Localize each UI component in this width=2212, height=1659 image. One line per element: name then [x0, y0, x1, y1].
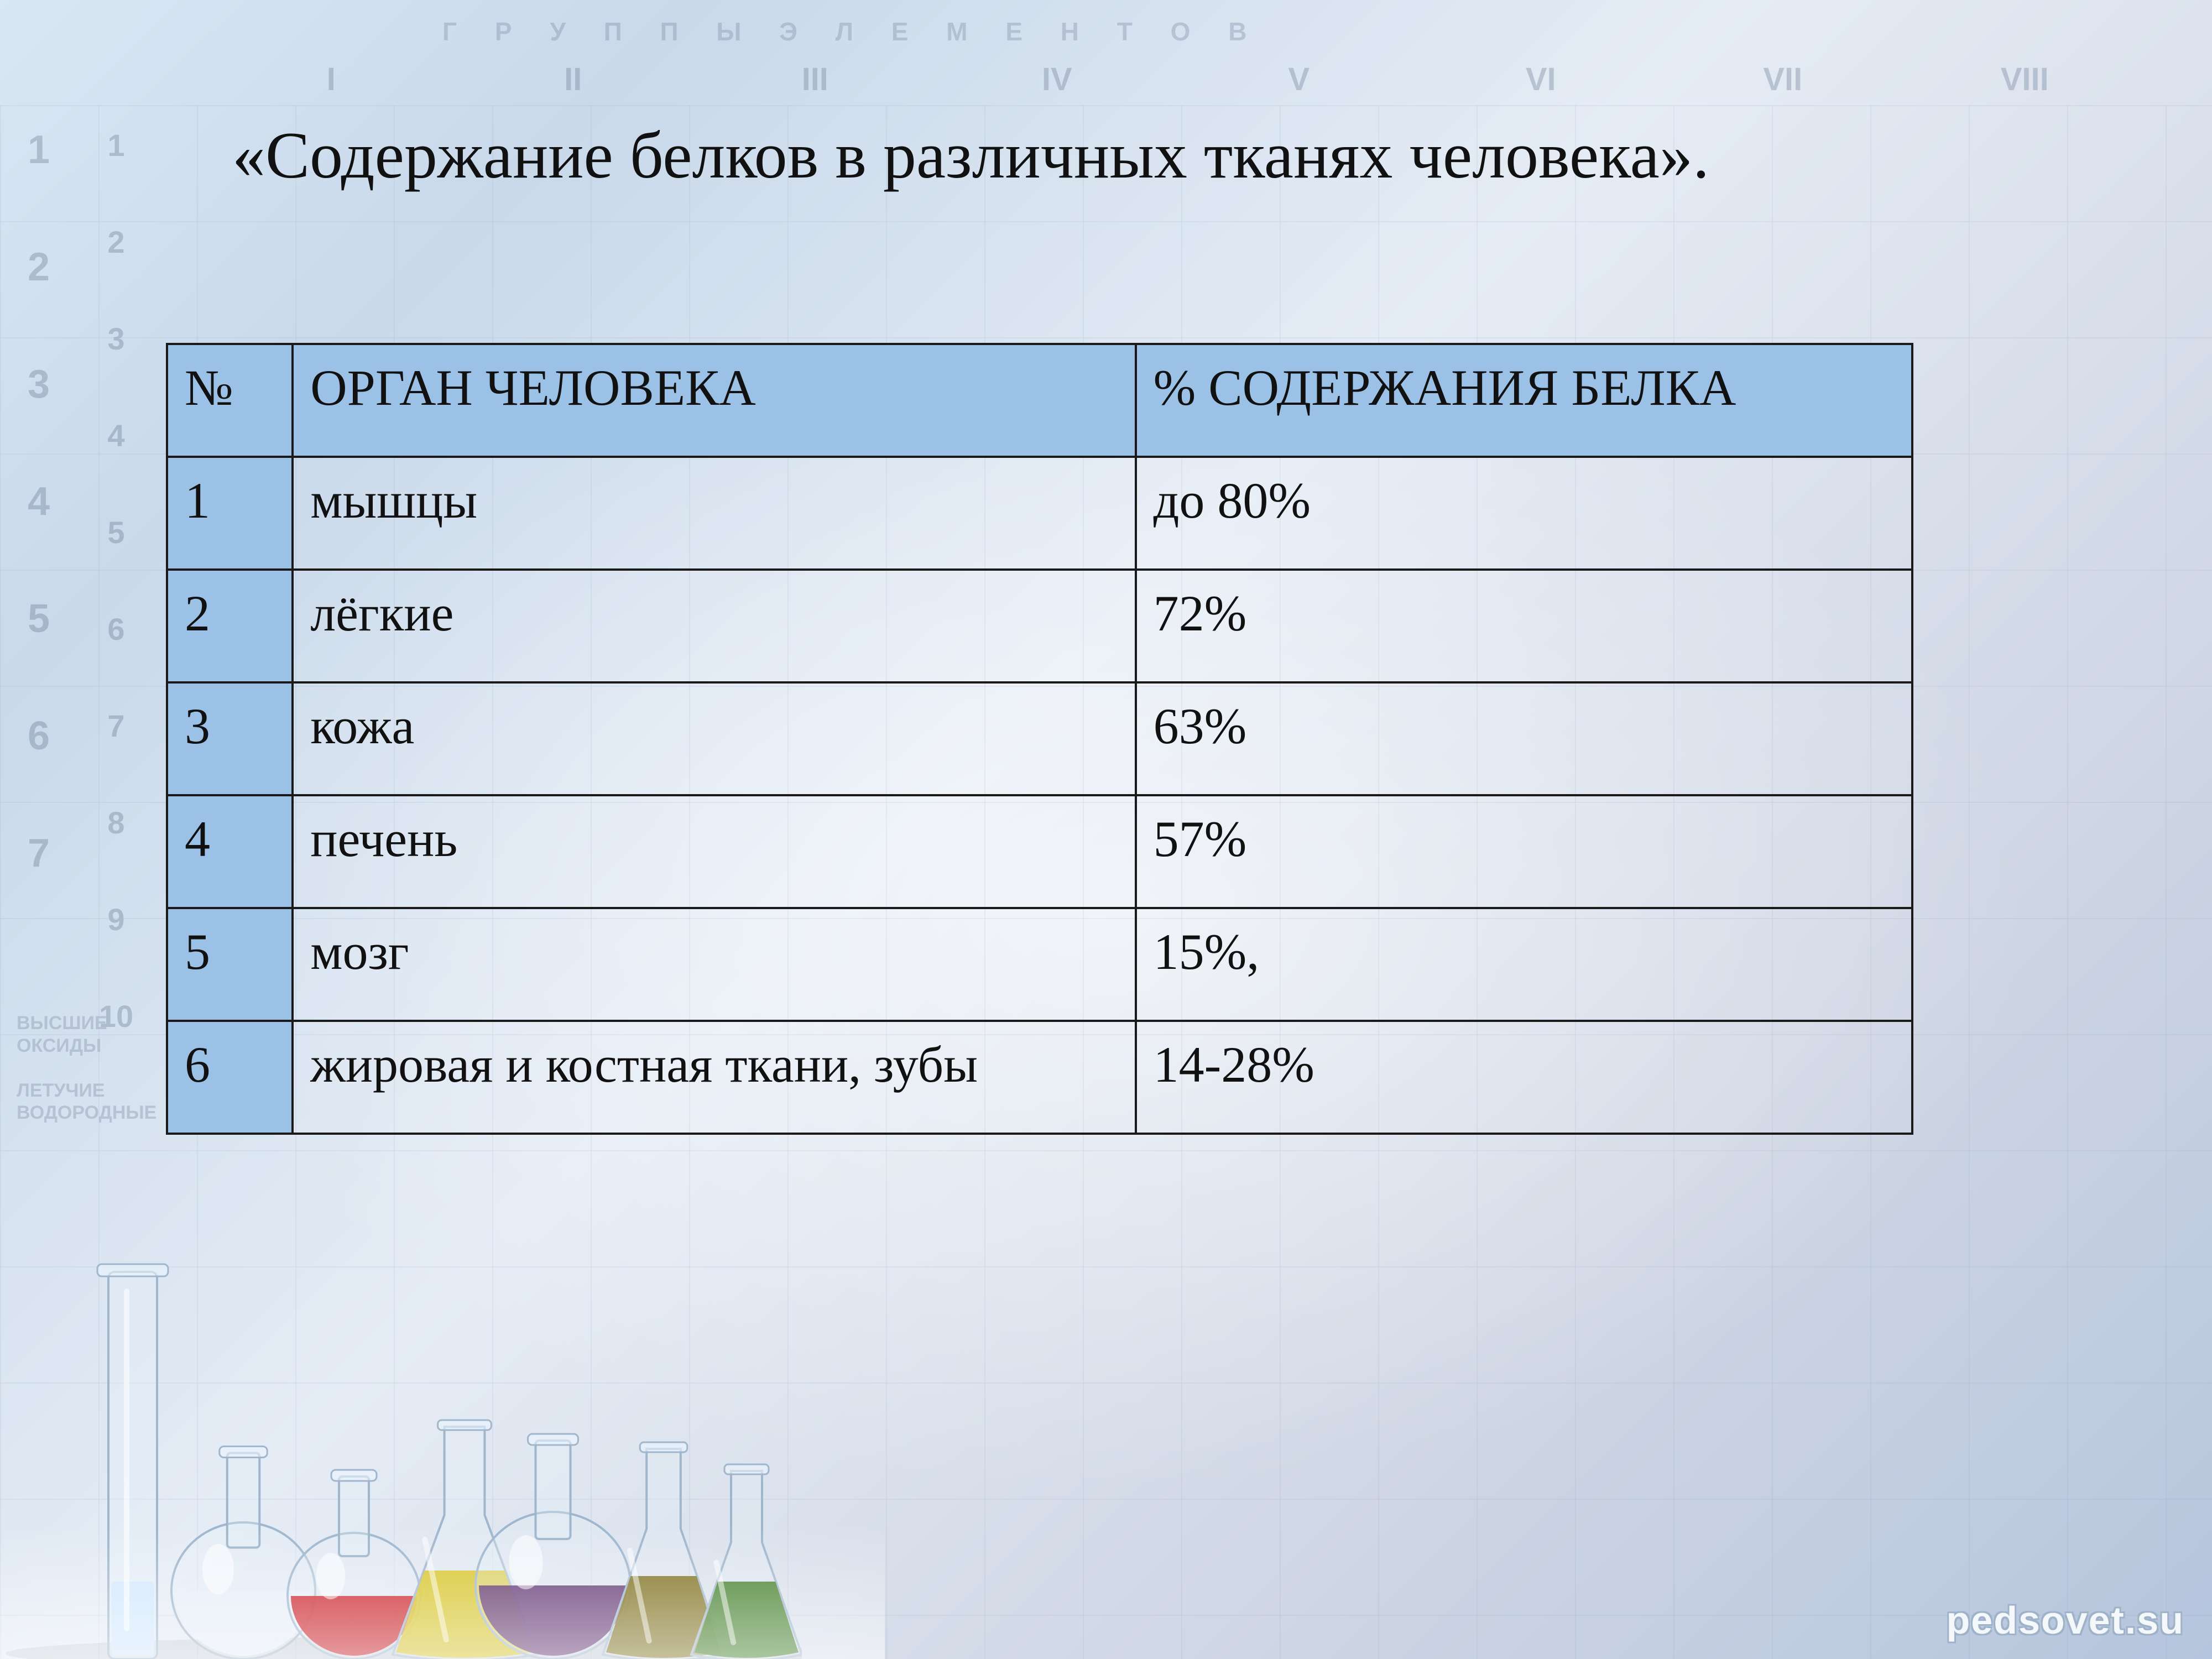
bg-row-number: 10	[88, 998, 144, 1034]
col-header-organ: ОРГАН ЧЕЛОВЕКА	[293, 344, 1135, 457]
cell-number: 1	[167, 457, 293, 570]
bg-group-label: VI	[1420, 61, 1662, 98]
cell-organ: жировая и костная ткани, зубы	[293, 1021, 1135, 1134]
bg-row-number: 8	[88, 805, 144, 841]
cell-number: 5	[167, 908, 293, 1021]
protein-table: № ОРГАН ЧЕЛОВЕКА % СОДЕРЖАНИЯ БЕЛКА 1мыш…	[166, 343, 1913, 1135]
bg-row-number: 7	[88, 708, 144, 744]
cell-organ: мышцы	[293, 457, 1135, 570]
table-row: 6жировая и костная ткани, зубы14-28%	[167, 1021, 1912, 1134]
table-row: 4печень57%	[167, 795, 1912, 908]
bg-header-text: Г Р У П П Ы Э Л Е М Е Н Т О В	[442, 17, 2146, 46]
table-row: 1мышцыдо 80%	[167, 457, 1912, 570]
cell-organ: печень	[293, 795, 1135, 908]
bg-period-number: 4	[0, 479, 77, 524]
bg-period-number: 2	[0, 244, 77, 290]
bg-row-number: 2	[88, 224, 144, 260]
bg-group-labels: IIIIIIIVVVIVIIVIII	[210, 61, 2146, 98]
table-reflection	[0, 1526, 885, 1659]
cell-percent: 63%	[1136, 682, 1912, 795]
bg-group-label: I	[210, 61, 452, 98]
cell-number: 3	[167, 682, 293, 795]
bg-period-numbers: 1 2 3 4 5 6 7	[0, 127, 77, 876]
cell-percent: 14-28%	[1136, 1021, 1912, 1134]
slide-title: «Содержание белков в различных тканях че…	[133, 111, 2090, 200]
cell-number: 2	[167, 570, 293, 682]
cell-organ: кожа	[293, 682, 1135, 795]
bg-side-label: ЛЕТУЧИЕ ВОДОРОДНЫЕ	[17, 1079, 156, 1125]
cell-percent: 72%	[1136, 570, 1912, 682]
lab-flasks-icon	[0, 1228, 802, 1659]
bg-period-number: 1	[0, 127, 77, 173]
bg-group-label: III	[694, 61, 936, 98]
bg-row-number: 4	[88, 418, 144, 453]
cell-percent: 15%,	[1136, 908, 1912, 1021]
cell-number: 4	[167, 795, 293, 908]
table-row: 2лёгкие72%	[167, 570, 1912, 682]
cell-percent: 57%	[1136, 795, 1912, 908]
bg-period-number: 6	[0, 713, 77, 759]
table-row: 5мозг15%,	[167, 908, 1912, 1021]
slide: Г Р У П П Ы Э Л Е М Е Н Т О В IIIIIIIVVV…	[0, 0, 2212, 1659]
watermark: pedsovet.su	[1947, 1598, 2184, 1642]
bg-group-label: II	[452, 61, 695, 98]
bg-group-label: VIII	[1904, 61, 2146, 98]
flask-green-conical	[691, 1464, 802, 1659]
bg-group-label: IV	[936, 61, 1178, 98]
flask-yellow-conical	[393, 1420, 536, 1659]
col-header-pct: % СОДЕРЖАНИЯ БЕЛКА	[1136, 344, 1912, 457]
cell-organ: лёгкие	[293, 570, 1135, 682]
bg-row-number: 6	[88, 611, 144, 647]
bg-row-numbers: 12345678910	[88, 127, 144, 1034]
table-row: 3кожа63%	[167, 682, 1912, 795]
bg-row-number: 5	[88, 514, 144, 550]
bg-period-number: 3	[0, 362, 77, 407]
bg-side-label: ВЫСШИЕ ОКСИДЫ	[17, 1012, 156, 1057]
bg-period-number: 5	[0, 596, 77, 641]
flask-olive-conical	[603, 1442, 724, 1659]
bg-side-labels: ВЫСШИЕ ОКСИДЫ ЛЕТУЧИЕ ВОДОРОДНЫЕ	[17, 1012, 156, 1146]
bg-group-label: V	[1178, 61, 1420, 98]
cell-percent: до 80%	[1136, 457, 1912, 570]
table-header-row: № ОРГАН ЧЕЛОВЕКА % СОДЕРЖАНИЯ БЕЛКА	[167, 344, 1912, 457]
cell-organ: мозг	[293, 908, 1135, 1021]
bg-row-number: 3	[88, 321, 144, 357]
flask-clear-round	[171, 1447, 315, 1659]
flask-tall-cylinder	[97, 1264, 168, 1659]
flask-red-round	[288, 1470, 420, 1659]
flask-violet-round	[476, 1434, 630, 1659]
bg-group-label: VII	[1662, 61, 1904, 98]
col-header-number: №	[167, 344, 293, 457]
cell-number: 6	[167, 1021, 293, 1134]
bg-row-number: 9	[88, 901, 144, 937]
bg-period-number: 7	[0, 831, 77, 876]
